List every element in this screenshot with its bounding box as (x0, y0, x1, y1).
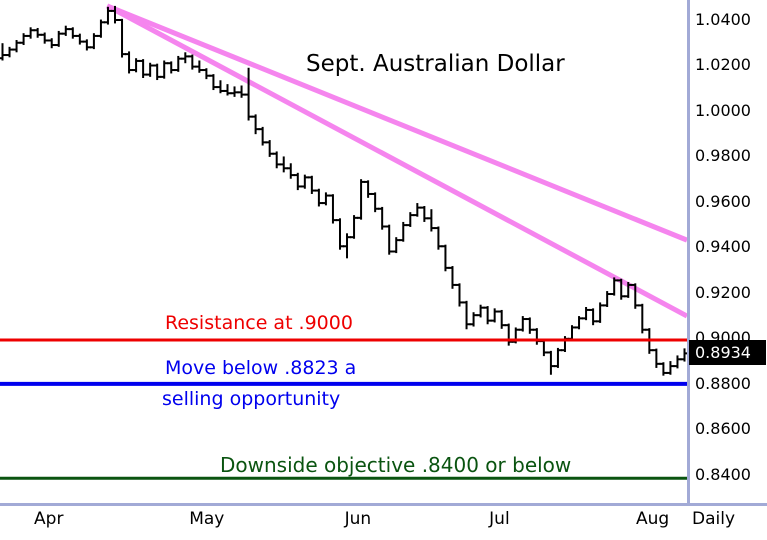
timeframe-label: Daily (692, 509, 736, 529)
date-axis-tick-label: Apr (34, 509, 64, 529)
date-axis-tick-label: May (189, 509, 225, 529)
support-annotation-line1: Move below .8823 a (165, 357, 357, 379)
price-axis-tick-label: 0.8400 (695, 464, 751, 484)
price-axis-tick-label: 0.8800 (695, 373, 751, 393)
price-axis-tick-label: 0.9400 (695, 237, 751, 257)
lower-downtrend-line (105, 3, 689, 319)
price-axis-tick-label: 0.9800 (695, 146, 751, 166)
date-axis-tick-label: Jul (489, 509, 510, 529)
price-axis-tick-label: 0.9600 (695, 191, 751, 211)
upper-downtrend-line (106, 3, 688, 243)
date-axis-tick-label: Aug (636, 509, 670, 529)
price-axis-tick-label: 1.0200 (695, 55, 751, 75)
chart-title: Sept. Australian Dollar (306, 51, 565, 77)
price-axis-tick-label: 1.0000 (695, 100, 751, 120)
price-axis-tick-label: 0.8600 (695, 419, 751, 439)
downside-objective-annotation: Downside objective .8400 or below (220, 453, 572, 477)
resistance-annotation: Resistance at .9000 (165, 312, 353, 334)
last-price-badge: 0.8934 (689, 340, 766, 366)
support-annotation-line2: selling opportunity (162, 388, 341, 410)
price-axis-tick-label: 1.0400 (695, 10, 751, 29)
price-axis-tick-label: 0.9200 (695, 282, 751, 302)
price-axis-tick-label: 0.9000 (695, 328, 751, 348)
date-axis-tick-label: Jun (344, 509, 372, 529)
